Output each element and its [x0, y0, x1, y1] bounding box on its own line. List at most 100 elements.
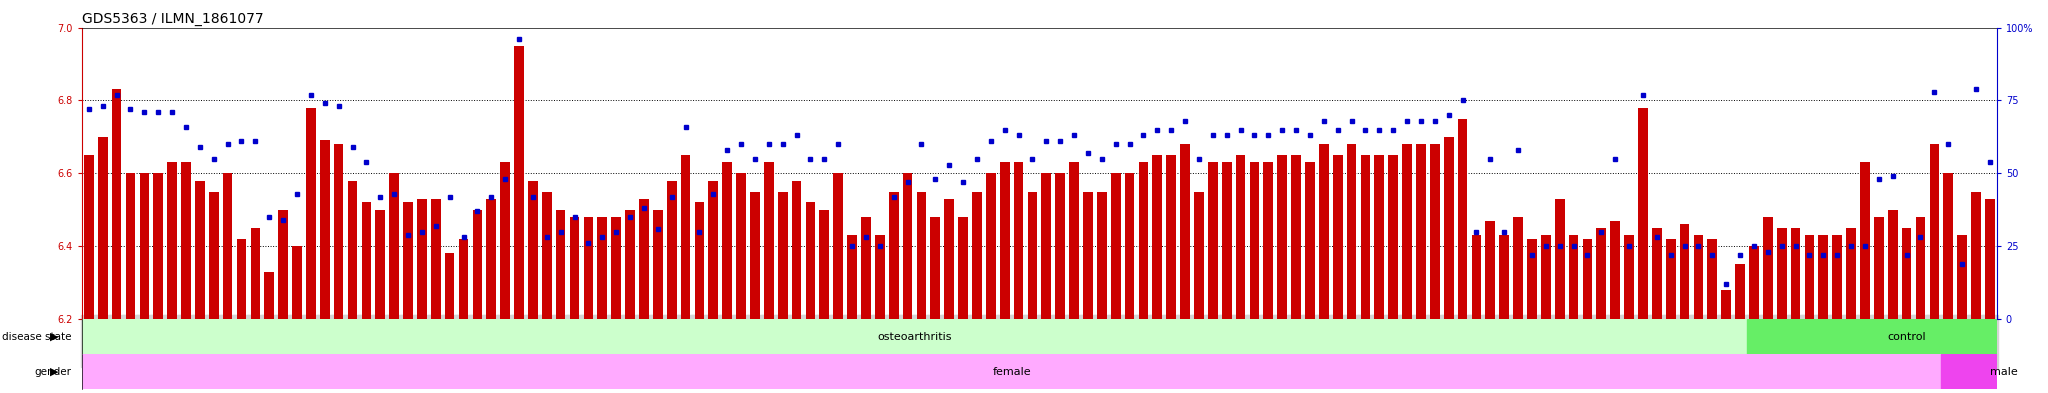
Bar: [1735, 264, 1745, 319]
Bar: [1819, 235, 1829, 319]
Bar: [598, 217, 606, 319]
Bar: [680, 155, 690, 319]
Bar: [1528, 239, 1536, 319]
Bar: [1305, 162, 1315, 319]
Bar: [930, 217, 940, 319]
Text: ▶: ▶: [51, 332, 59, 342]
Bar: [238, 239, 246, 319]
Bar: [1333, 155, 1343, 319]
Bar: [610, 217, 621, 319]
Text: female: female: [993, 367, 1030, 376]
Bar: [1473, 235, 1481, 319]
Bar: [154, 173, 164, 319]
Bar: [334, 144, 344, 319]
Bar: [1624, 235, 1634, 319]
Bar: [735, 173, 745, 319]
Bar: [1653, 228, 1661, 319]
Text: GDS5363 / ILMN_1861077: GDS5363 / ILMN_1861077: [82, 13, 264, 26]
Bar: [653, 210, 664, 319]
Bar: [874, 235, 885, 319]
Bar: [1264, 162, 1274, 319]
Bar: [1124, 173, 1135, 319]
Bar: [528, 181, 539, 319]
Bar: [1153, 155, 1161, 319]
Bar: [805, 202, 815, 319]
Text: gender: gender: [35, 367, 72, 376]
Bar: [1389, 155, 1399, 319]
Bar: [1180, 144, 1190, 319]
Bar: [1223, 162, 1231, 319]
Bar: [1597, 228, 1606, 319]
Bar: [514, 46, 524, 319]
Bar: [1278, 155, 1286, 319]
Bar: [389, 173, 399, 319]
Bar: [1942, 354, 1997, 389]
Bar: [305, 108, 315, 319]
Bar: [1569, 235, 1579, 319]
Text: control: control: [1888, 332, 1925, 342]
Bar: [1804, 235, 1815, 319]
Bar: [1722, 290, 1731, 319]
Bar: [1069, 162, 1079, 319]
Bar: [555, 210, 565, 319]
Bar: [1554, 199, 1565, 319]
Text: disease state: disease state: [2, 332, 72, 342]
Bar: [903, 173, 913, 319]
Bar: [1430, 144, 1440, 319]
Bar: [84, 155, 94, 319]
Bar: [848, 235, 856, 319]
Bar: [1444, 137, 1454, 319]
Bar: [113, 90, 121, 319]
Bar: [500, 162, 510, 319]
Bar: [944, 199, 954, 319]
Bar: [668, 181, 676, 319]
Bar: [1958, 235, 1966, 319]
Bar: [750, 191, 760, 319]
Bar: [1165, 155, 1176, 319]
Bar: [487, 199, 496, 319]
Bar: [1610, 221, 1620, 319]
Bar: [1374, 155, 1384, 319]
Bar: [958, 217, 969, 319]
Bar: [180, 162, 190, 319]
Bar: [1028, 191, 1036, 319]
Bar: [375, 210, 385, 319]
Bar: [293, 246, 301, 319]
Bar: [1499, 235, 1509, 319]
Bar: [459, 239, 469, 319]
Bar: [1458, 119, 1468, 319]
Bar: [834, 173, 844, 319]
Bar: [473, 210, 481, 319]
Bar: [1403, 144, 1411, 319]
Bar: [1970, 191, 1980, 319]
Bar: [1694, 235, 1704, 319]
Bar: [1790, 228, 1800, 319]
Bar: [694, 202, 705, 319]
Bar: [223, 173, 233, 319]
Bar: [1929, 144, 1939, 319]
Bar: [1665, 239, 1675, 319]
Bar: [1110, 173, 1120, 319]
Bar: [543, 191, 551, 319]
Bar: [1833, 235, 1841, 319]
Bar: [264, 272, 274, 319]
Bar: [444, 253, 455, 319]
Bar: [1583, 239, 1591, 319]
Bar: [430, 199, 440, 319]
Bar: [125, 173, 135, 319]
Bar: [1042, 173, 1051, 319]
Bar: [1985, 199, 1995, 319]
Bar: [1747, 319, 1997, 354]
Bar: [1763, 217, 1774, 319]
Text: male: male: [1991, 367, 2017, 376]
Bar: [1139, 162, 1149, 319]
Bar: [1513, 217, 1524, 319]
Bar: [973, 191, 981, 319]
Bar: [98, 137, 109, 319]
Bar: [1485, 221, 1495, 319]
Bar: [1014, 162, 1024, 319]
Bar: [1944, 173, 1954, 319]
Bar: [1903, 228, 1911, 319]
Bar: [209, 191, 219, 319]
Bar: [1360, 155, 1370, 319]
